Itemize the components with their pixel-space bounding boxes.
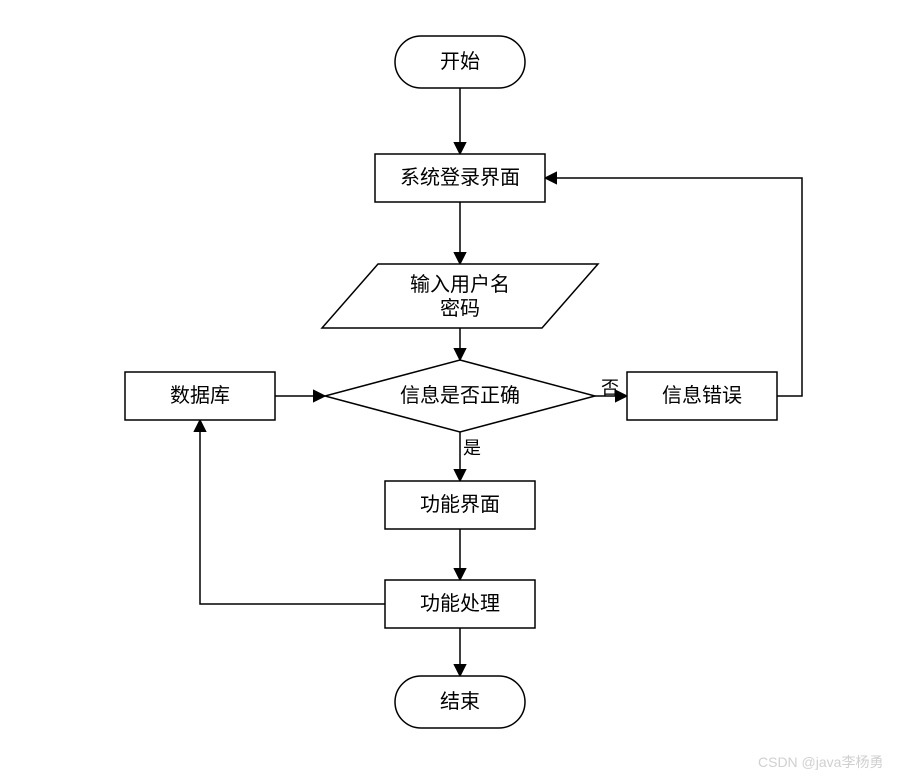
edge-process-db — [200, 420, 385, 604]
node-login-label: 系统登录界面 — [400, 166, 520, 189]
flowchart-canvas: 开始系统登录界面输入用户名密码信息是否正确数据库信息错误功能界面功能处理结束否是 — [0, 0, 914, 778]
node-input-label2: 密码 — [440, 297, 480, 320]
node-process-label: 功能处理 — [420, 592, 500, 615]
node-decide-label: 信息是否正确 — [400, 384, 520, 407]
edge-error-login — [545, 178, 802, 396]
node-login: 系统登录界面 — [375, 154, 545, 202]
node-error: 信息错误 — [627, 372, 777, 420]
node-func_ui: 功能界面 — [385, 481, 535, 529]
node-process: 功能处理 — [385, 580, 535, 628]
node-end: 结束 — [395, 676, 525, 728]
node-input-label1: 输入用户名 — [410, 273, 510, 296]
node-decide: 信息是否正确 — [325, 360, 595, 432]
node-error-label: 信息错误 — [662, 384, 742, 407]
edge-label-decide-func_ui: 是 — [463, 438, 481, 458]
node-start-label: 开始 — [440, 50, 480, 73]
watermark-text: CSDN @java李杨勇 — [758, 752, 883, 772]
node-input: 输入用户名密码 — [322, 264, 598, 328]
node-db-label: 数据库 — [170, 384, 230, 407]
node-db: 数据库 — [125, 372, 275, 420]
node-end-label: 结束 — [440, 690, 480, 713]
edge-label-decide-error: 否 — [601, 378, 619, 398]
node-func_ui-label: 功能界面 — [420, 493, 500, 516]
nodes: 开始系统登录界面输入用户名密码信息是否正确数据库信息错误功能界面功能处理结束 — [125, 36, 777, 728]
node-start: 开始 — [395, 36, 525, 88]
